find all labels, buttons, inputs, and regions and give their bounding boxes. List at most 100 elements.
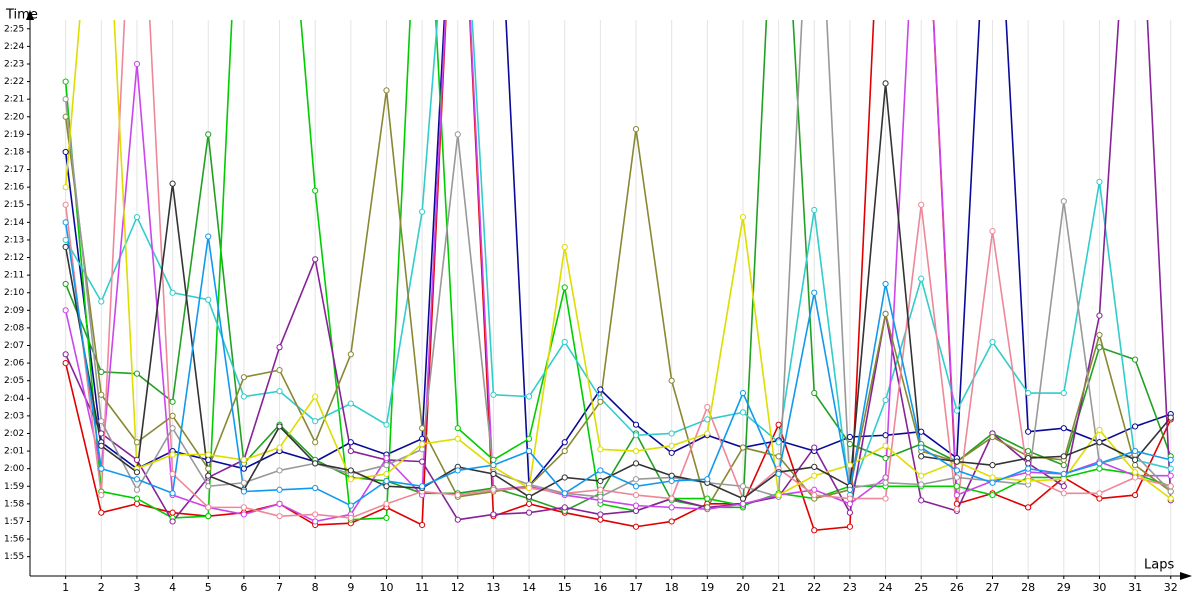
point — [347, 502, 354, 509]
point — [811, 491, 818, 499]
plot-area — [62, 20, 1174, 534]
point — [383, 455, 390, 462]
y-tick-label: 2:25 — [4, 24, 24, 34]
point — [205, 233, 212, 240]
point — [953, 474, 960, 481]
point — [276, 388, 283, 395]
point — [312, 256, 319, 263]
y-tick-label: 2:20 — [4, 112, 24, 122]
point — [312, 393, 319, 400]
point — [240, 511, 247, 518]
point — [62, 113, 69, 120]
point — [597, 446, 604, 453]
point — [561, 447, 568, 455]
y-tick-label: 2:03 — [4, 411, 24, 421]
point — [775, 470, 782, 478]
point — [1060, 462, 1067, 469]
point — [525, 509, 533, 516]
point — [205, 451, 212, 458]
x-tick-label: 12 — [451, 581, 465, 594]
point — [704, 504, 711, 511]
point — [597, 386, 604, 393]
point — [347, 351, 354, 358]
point — [133, 456, 141, 463]
point — [668, 442, 675, 449]
point — [1167, 488, 1174, 495]
point — [739, 444, 747, 451]
point — [811, 206, 818, 214]
x-tick-label: 15 — [558, 581, 572, 594]
x-tick-label: 19 — [700, 581, 714, 594]
point — [169, 451, 176, 458]
point — [169, 398, 176, 405]
y-tick-label: 2:09 — [4, 306, 24, 316]
point — [989, 491, 996, 499]
point — [133, 213, 141, 221]
point — [1167, 483, 1174, 490]
x-tick-label: 20 — [736, 581, 750, 594]
point — [989, 479, 996, 486]
point — [1096, 344, 1103, 351]
point — [1025, 389, 1032, 397]
point — [276, 444, 283, 451]
point — [169, 490, 176, 497]
y-tick-label: 2:08 — [4, 323, 24, 333]
point — [240, 374, 247, 381]
point — [62, 96, 69, 103]
point — [490, 511, 497, 518]
y-tick-label: 2:06 — [4, 359, 24, 369]
point — [525, 484, 533, 492]
point — [597, 398, 604, 405]
point — [419, 521, 426, 529]
point — [775, 421, 782, 428]
point — [704, 476, 711, 483]
y-tick-label: 2:01 — [4, 447, 24, 457]
point — [561, 490, 568, 497]
x-tick-label: 18 — [665, 581, 679, 594]
series-line — [64, 20, 1171, 496]
point — [312, 518, 319, 525]
point — [1131, 447, 1139, 455]
point — [347, 439, 354, 446]
point — [98, 418, 105, 425]
point — [62, 351, 69, 358]
point — [276, 467, 283, 474]
point — [454, 467, 461, 474]
x-tick-label: 10 — [379, 581, 393, 594]
point — [918, 453, 925, 460]
y-tick-label: 2:00 — [4, 464, 24, 474]
point — [1096, 460, 1103, 467]
point — [632, 491, 640, 499]
point — [312, 418, 319, 425]
point — [597, 493, 604, 500]
point — [882, 479, 889, 486]
x-tick-label: 11 — [415, 581, 429, 594]
point — [1096, 465, 1103, 472]
point — [561, 284, 568, 291]
series-line — [64, 20, 1172, 532]
point — [62, 78, 69, 85]
point — [133, 500, 141, 507]
point — [811, 527, 818, 534]
point — [276, 367, 283, 374]
y-tick-label: 2:12 — [4, 253, 24, 263]
y-tick-label: 1:57 — [4, 517, 24, 527]
y-tick-label: 2:14 — [4, 218, 24, 228]
point — [1060, 453, 1067, 460]
point — [846, 509, 854, 516]
point — [597, 467, 604, 474]
x-tick-label: 27 — [986, 581, 1000, 594]
y-tick-label: 2:17 — [4, 165, 24, 175]
point — [419, 440, 426, 448]
point — [1096, 312, 1103, 319]
point — [490, 456, 497, 463]
y-tick-label: 2:05 — [4, 376, 24, 386]
series-line — [64, 20, 1172, 521]
point — [1131, 474, 1139, 481]
point — [668, 477, 675, 485]
point — [98, 391, 105, 398]
x-tick-label: 8 — [312, 581, 319, 594]
point — [918, 444, 925, 451]
x-tick-label: 14 — [522, 581, 536, 594]
x-tick-label: 6 — [240, 581, 247, 594]
